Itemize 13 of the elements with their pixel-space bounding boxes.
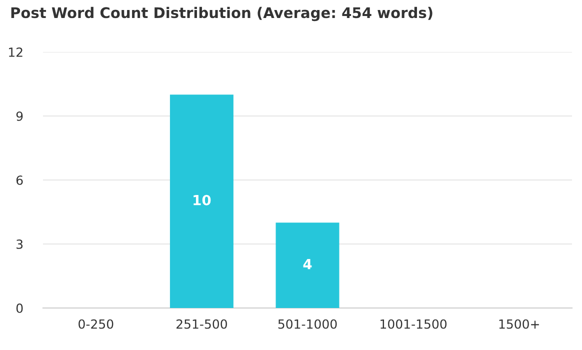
y-tick-label: 12: [9, 47, 22, 57]
x-tick-label: 1001-1500: [380, 319, 447, 329]
y-tick-label: 3: [16, 239, 23, 249]
y-tick-label: 6: [16, 175, 23, 185]
y-tick-label: 0: [16, 303, 23, 313]
y-tick-label: 9: [16, 111, 23, 121]
x-tick-label: 1500+: [499, 319, 539, 329]
chart-title: Post Word Count Distribution (Average: 454 words): [11, 6, 432, 22]
data-label: 4: [303, 259, 312, 270]
data-label: 10: [194, 194, 211, 206]
x-tick-label: 0-250: [78, 319, 114, 329]
x-tick-label: 251-500: [176, 319, 227, 329]
x-tick-label: 501-1000: [278, 319, 337, 329]
